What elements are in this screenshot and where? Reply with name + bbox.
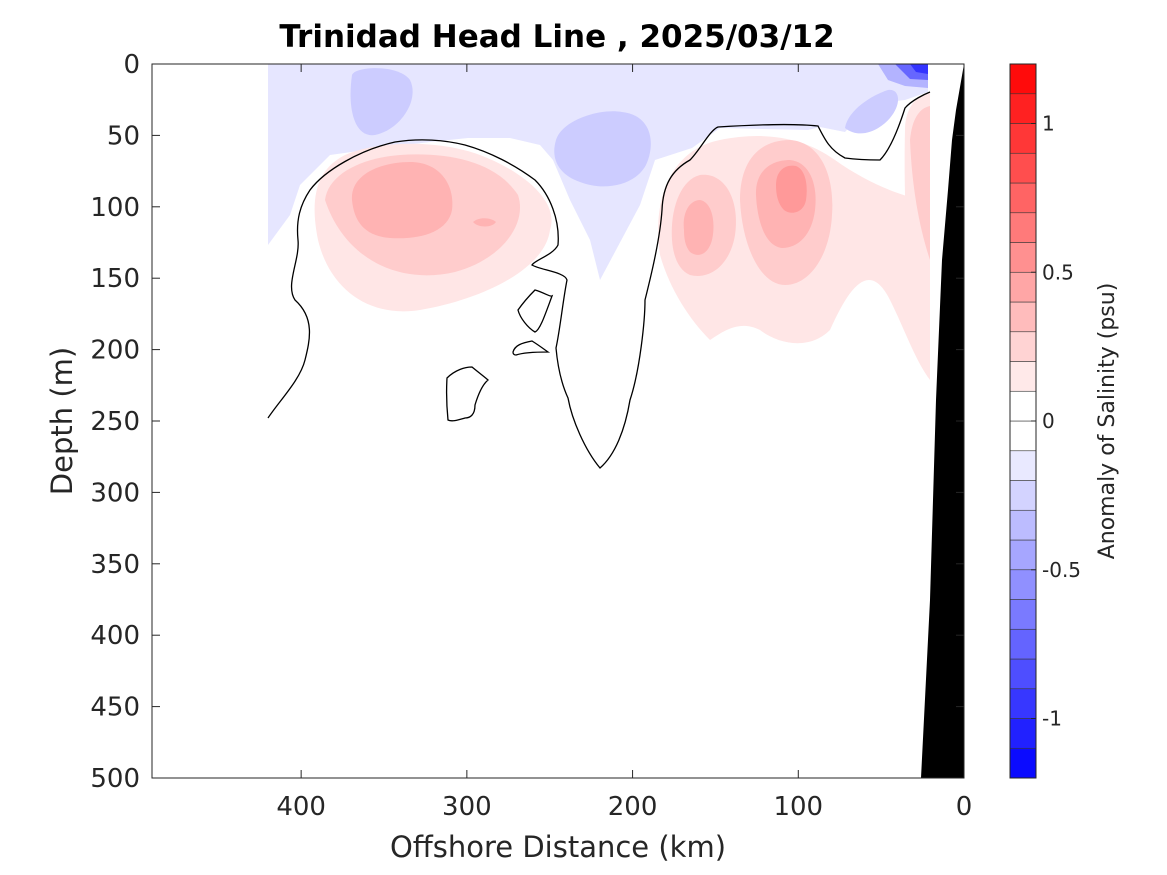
colorbar-step [1009,658,1037,690]
negative-anomaly-core-1 [350,68,413,136]
colorbar-step [1009,152,1037,184]
x-tick-label: 200 [608,792,658,822]
colorbar-step [1009,420,1037,452]
colorbar-tick-label: -1 [1042,707,1062,731]
colorbar-step [1009,569,1037,600]
y-tick-label: 250 [90,407,140,437]
zero-contour-island-3 [445,366,489,422]
colorbar-step [1009,63,1037,95]
y-tick-label: 400 [90,621,140,651]
colorbar-step [1009,331,1037,362]
negative-anomaly-core-4 [845,89,899,134]
colorbar-step [1009,182,1037,214]
y-tick-label: 300 [90,478,140,508]
colorbar-tick-label: 0 [1042,409,1055,433]
x-tick-label: 0 [956,792,973,822]
zero-contour-island-2 [512,340,551,356]
positive-anomaly-offshore-core [351,162,453,239]
colorbar-step [1009,718,1037,749]
negative-anomaly-core-2 [554,111,651,187]
positive-anomaly-offshore-small [473,218,496,227]
colorbar-step [1009,480,1037,511]
y-tick-label: 150 [90,264,140,294]
y-tick-label: 200 [90,336,140,366]
colorbar-step [1009,628,1037,660]
y-axis-ticks: 0 50 100 150 200 250 300 350 400 450 500 [90,50,964,794]
colorbar-step [1009,539,1037,571]
colorbar-step [1009,747,1037,779]
colorbar-step [1009,390,1037,422]
y-tick-label: 0 [123,50,140,80]
colorbar-step [1009,93,1037,124]
x-axis-label: Offshore Distance (km) [390,830,726,864]
bathymetry [921,64,964,778]
colorbar-step [1009,599,1037,630]
positive-anomaly-nearshore-core-1 [683,200,714,255]
y-tick-label: 50 [107,121,140,151]
zero-contour-island-1 [517,289,554,333]
x-axis-ticks: 400 300 200 100 0 [276,64,972,822]
colorbar-step [1009,509,1037,541]
x-tick-label: 300 [442,792,492,822]
y-tick-label: 100 [90,193,140,223]
zero-contours [267,91,931,469]
plot-area: 400 300 200 100 0 0 50 100 150 200 250 300 350 400 45… [90,50,972,822]
colorbar-step [1009,688,1037,719]
colorbar-step [1009,212,1037,243]
negative-anomaly-surface-3 [910,64,928,74]
colorbar: -1 -0.5 0 0.5 1 Anomaly of Salinity (psu) [1009,63,1120,779]
positive-anomaly-coastal-core [910,106,930,260]
positive-anomaly-nearshore-core-3 [776,165,807,213]
x-tick-label: 400 [276,792,326,822]
colorbar-step [1009,361,1037,392]
colorbar-tick-label: 1 [1042,112,1055,136]
colorbar-label: Anomaly of Salinity (psu) [1095,283,1120,560]
colorbar-step [1009,271,1037,303]
colorbar-step [1009,301,1037,333]
colorbar-tick-label: 0.5 [1042,260,1074,284]
y-tick-label: 350 [90,550,140,580]
y-axis-label: Depth (m) [45,347,79,495]
colorbar-step [1009,123,1037,154]
zero-contour-offshore [267,91,931,469]
colorbar-step [1009,242,1037,273]
chart-title: Trinidad Head Line , 2025/03/12 [279,19,834,55]
colorbar-ticks: -1 -0.5 0 0.5 1 [1031,112,1081,731]
colorbar-tick-label: -0.5 [1042,558,1081,582]
colorbar-step [1009,450,1037,481]
y-tick-label: 450 [90,693,140,723]
y-tick-label: 500 [90,764,140,794]
x-tick-label: 100 [773,792,823,822]
